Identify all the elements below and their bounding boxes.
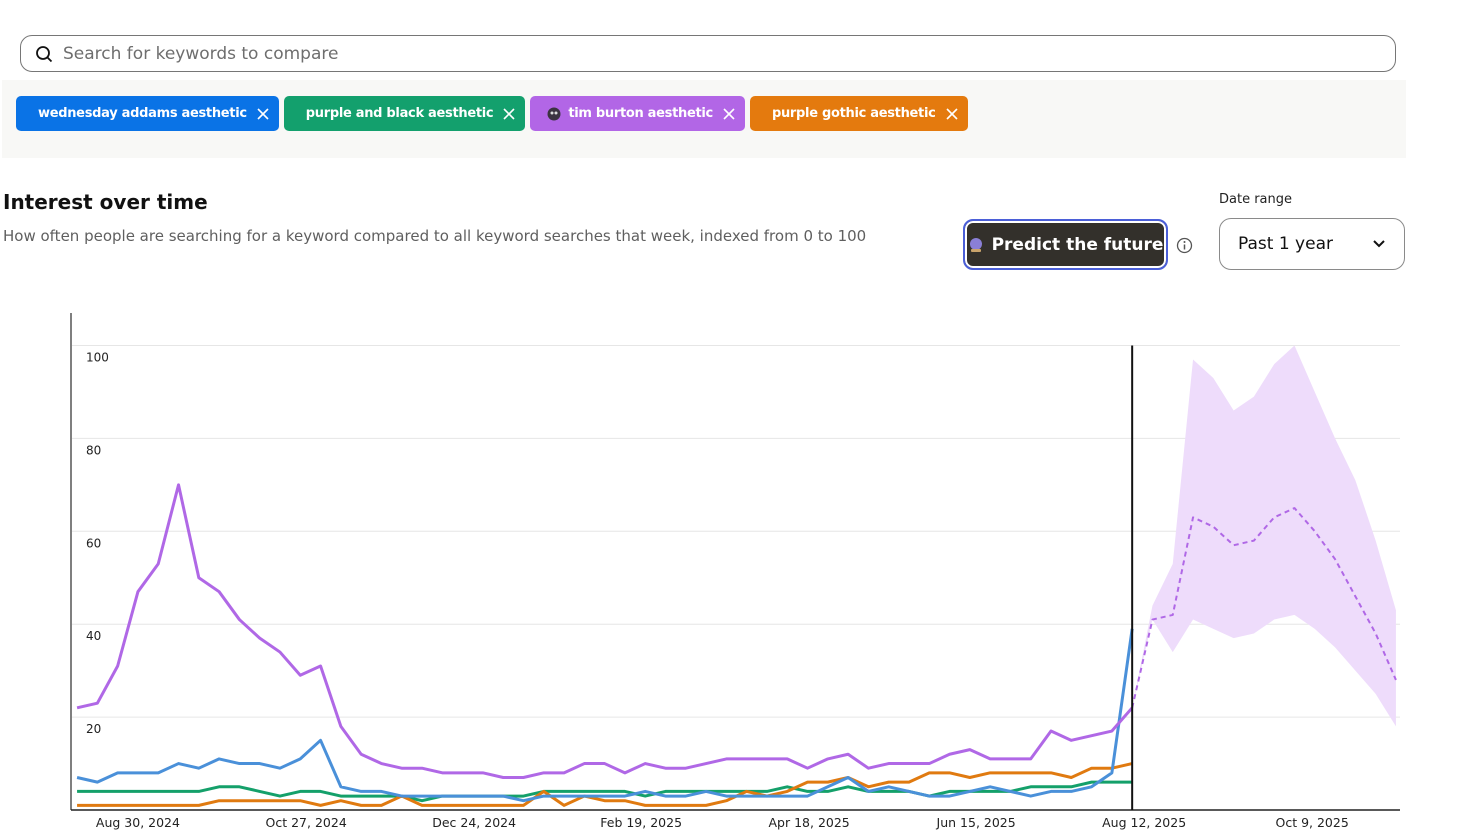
- search-placeholder: Search for keywords to compare: [63, 43, 339, 64]
- x-tick-label: Oct 9, 2025: [1275, 815, 1348, 830]
- x-tick-label: Aug 12, 2025: [1102, 815, 1186, 830]
- y-tick-label: 80: [86, 443, 101, 457]
- forecast-band: [1132, 345, 1396, 727]
- series-line: [76, 483, 1134, 779]
- y-tick-label: 20: [86, 722, 101, 736]
- chip-remove[interactable]: [723, 107, 735, 120]
- chip-remove[interactable]: [945, 107, 958, 120]
- chip-label: wednesday addams aesthetic: [38, 106, 247, 121]
- predict-label: Predict the future: [991, 234, 1164, 255]
- x-tick-label: Jun 15, 2025: [936, 815, 1016, 830]
- chip-label: purple gothic aesthetic: [771, 106, 936, 121]
- keyword-chip[interactable]: tim burton aesthetic: [530, 96, 745, 131]
- info-icon[interactable]: [1176, 237, 1193, 254]
- keyword-chip[interactable]: purple gothic aesthetic: [749, 96, 968, 131]
- y-tick-label: 40: [86, 629, 101, 643]
- section-title: Interest over time: [3, 190, 208, 214]
- keyword-chip[interactable]: wednesday addams aesthetic: [16, 96, 279, 131]
- predict-button[interactable]: Predict the future: [963, 219, 1168, 270]
- series-line: [77, 762, 1133, 807]
- date-range-label: Date range: [1219, 192, 1293, 207]
- keyword-chip[interactable]: purple and black aesthetic: [283, 96, 526, 131]
- keyword-chips: wednesday addams aesthetic purple and bla…: [16, 96, 968, 131]
- chip-remove[interactable]: [503, 107, 515, 120]
- x-tick-label: Feb 19, 2025: [600, 815, 682, 830]
- x-tick-label: Apr 18, 2025: [769, 815, 850, 830]
- y-tick-label: 60: [86, 536, 101, 550]
- x-tick-label: Aug 30, 2024: [96, 815, 180, 830]
- search-icon: [36, 45, 53, 62]
- date-range-select[interactable]: Past 1 year: [1219, 218, 1405, 270]
- chip-remove[interactable]: [257, 107, 269, 120]
- x-tick-label: Oct 27, 2024: [266, 815, 347, 830]
- chip-label: tim burton aesthetic: [568, 106, 713, 121]
- chevron: [1373, 240, 1385, 248]
- search-box[interactable]: Search for keywords to compare: [20, 35, 1396, 72]
- section-subtitle: How often people are searching for a key…: [3, 227, 867, 245]
- predict-icon: [969, 237, 982, 252]
- x-tick-label: Dec 24, 2024: [432, 815, 516, 830]
- chip-icon: [547, 107, 561, 120]
- series-line: [77, 780, 1133, 803]
- forecast-line: [1131, 507, 1397, 709]
- series-line: [76, 628, 1134, 803]
- y-tick-label: 100: [86, 351, 109, 365]
- chip-label: purple and black aesthetic: [305, 106, 494, 121]
- date-range-value: Past 1 year: [1238, 234, 1333, 254]
